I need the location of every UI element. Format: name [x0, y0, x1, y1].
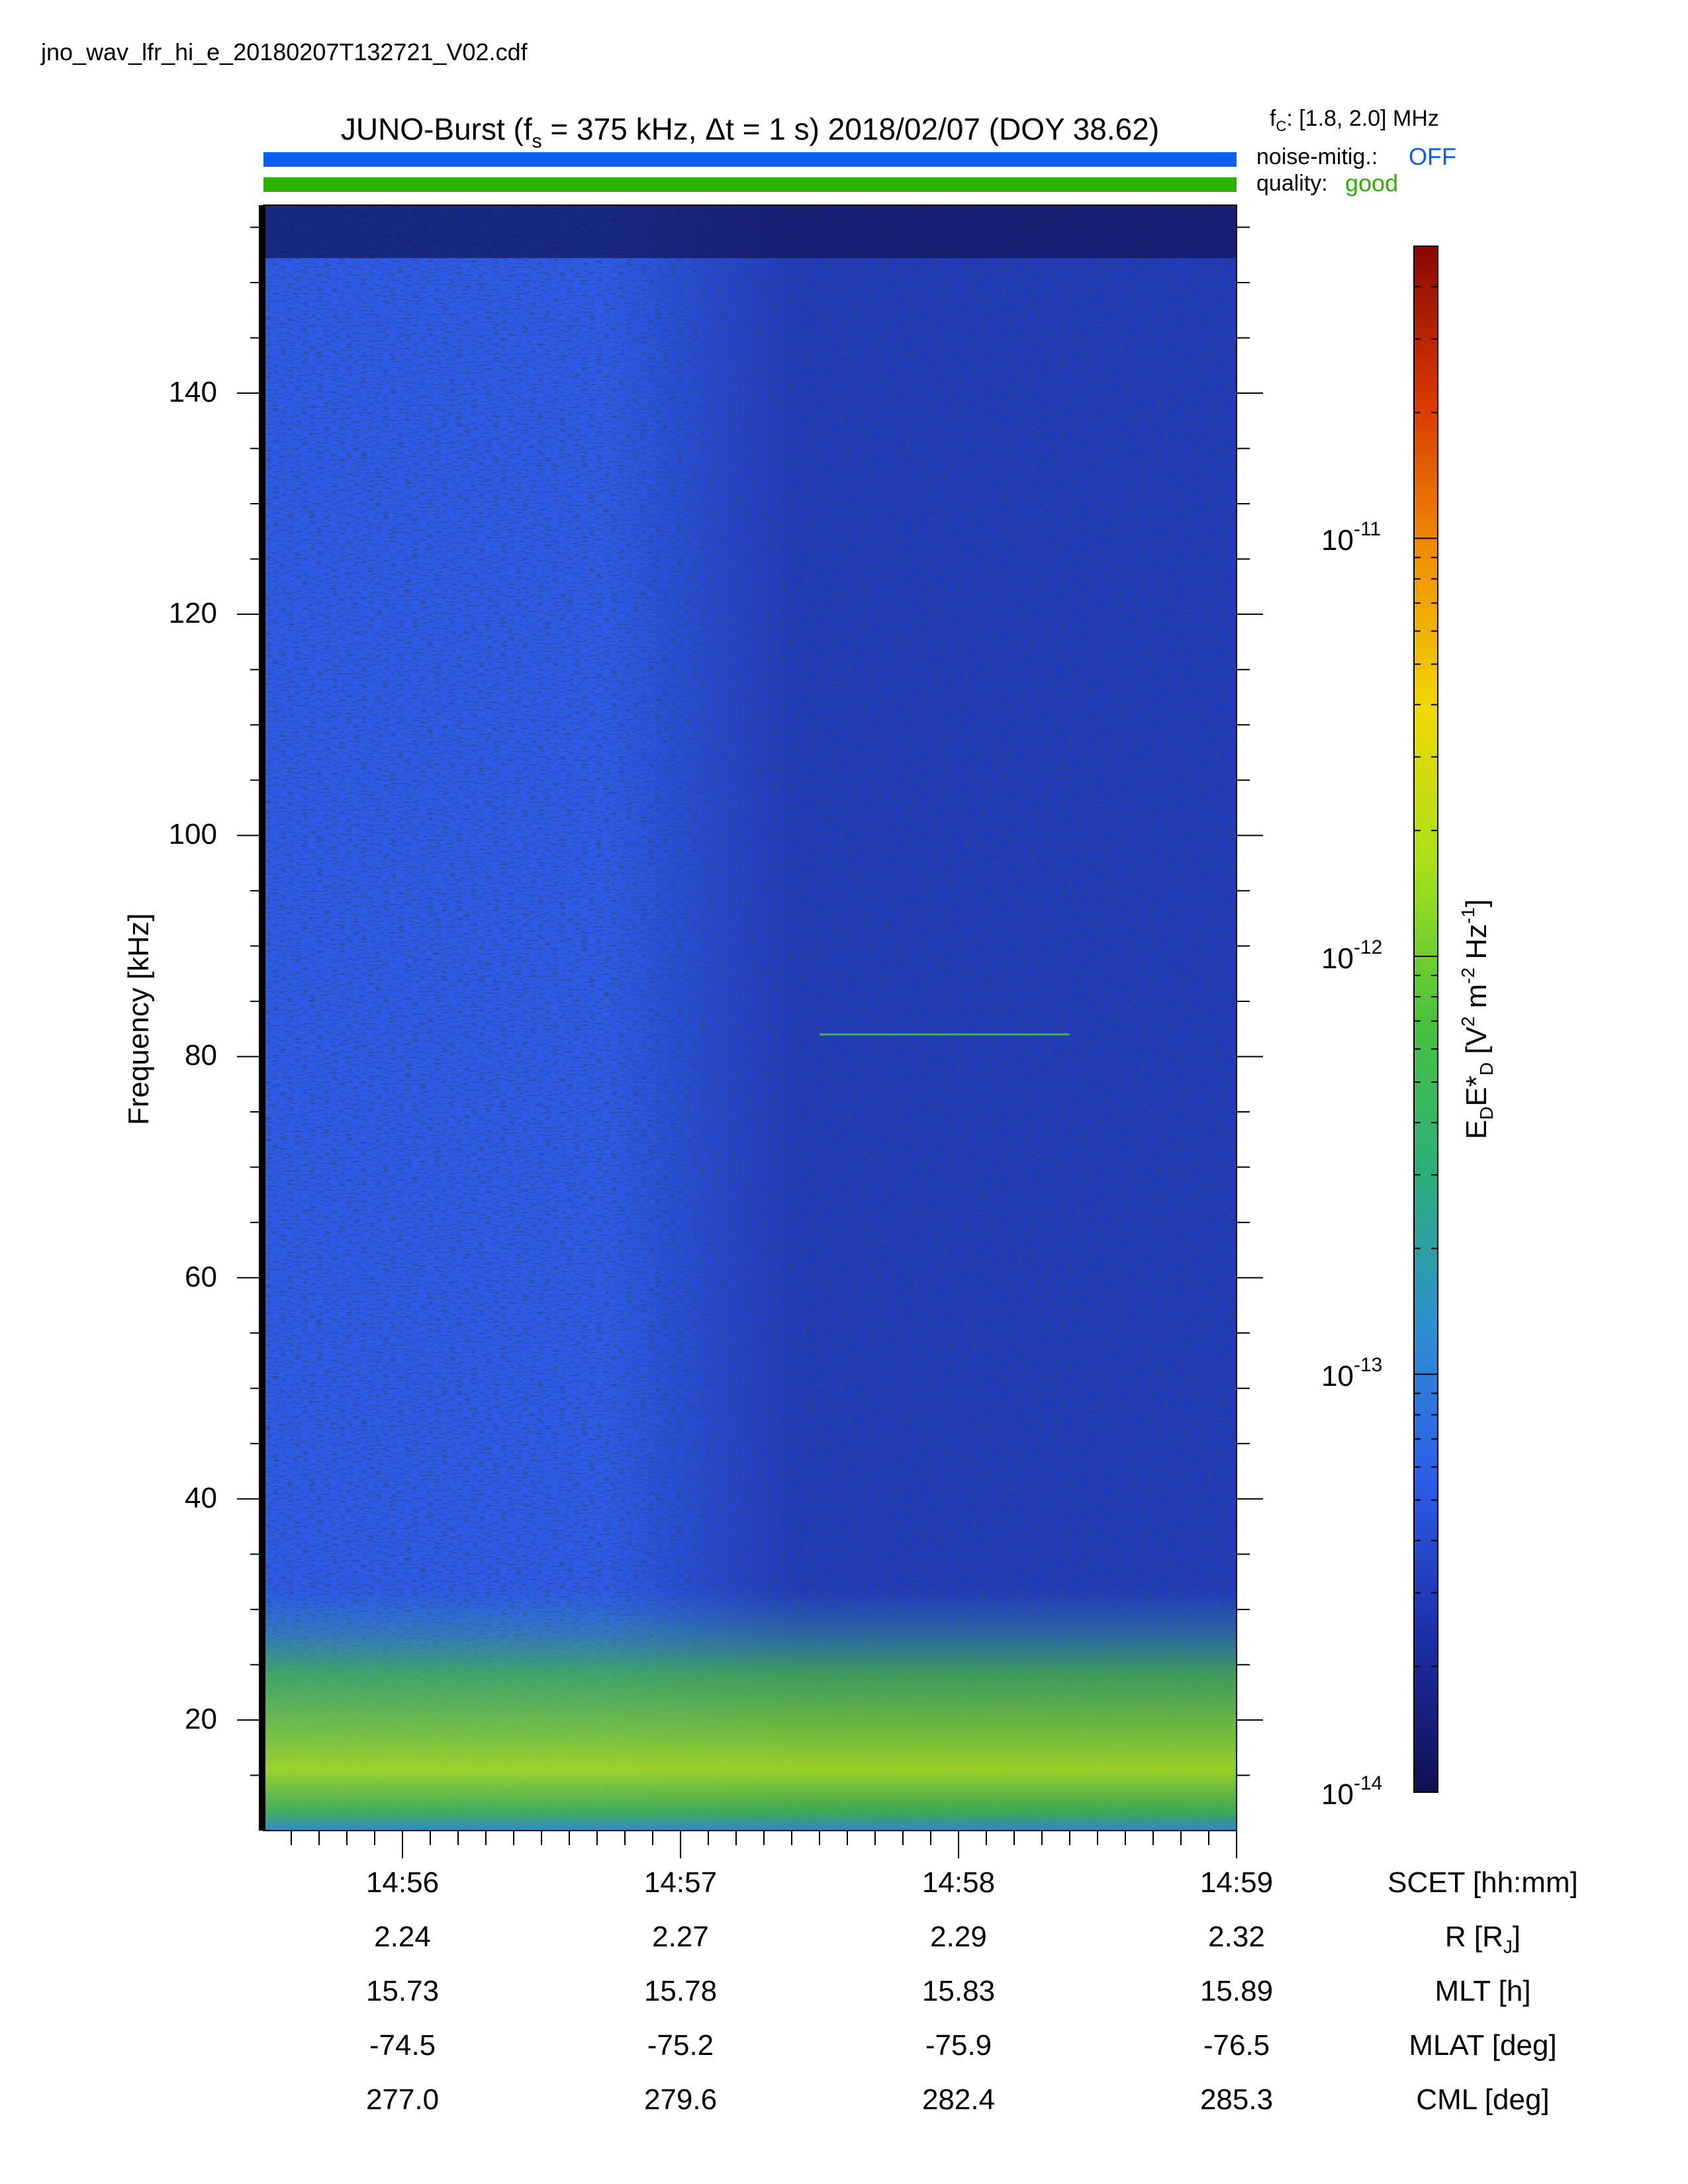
spectrogram-top-edge [263, 205, 1237, 258]
ephemeris-row-label: MLT [h] [1357, 1975, 1609, 2008]
ephemeris-row-name: MLT [h] [1434, 1975, 1531, 2007]
colorbar-tick-base: 10 [1321, 524, 1354, 557]
title-prefix: JUNO-Burst (f [340, 112, 532, 146]
cb-label-b: E* [1460, 1075, 1493, 1107]
quality-label: quality: [1256, 171, 1328, 196]
ephemeris-cell: 2.29 [930, 1921, 987, 1953]
quality-bar [263, 177, 1237, 192]
ephemeris-cell: 277.0 [365, 2083, 440, 2116]
cb-label-c-sup: 2 [1458, 1016, 1478, 1027]
y-tick-label: 120 [168, 597, 217, 630]
ephemeris-row-name: R [R [1444, 1921, 1503, 1953]
cb-label-d: m [1460, 983, 1493, 1017]
cb-label-e-sup: -1 [1458, 907, 1478, 924]
ephemeris-cell: 14:56 [365, 1866, 440, 1899]
y-tick-label: 40 [185, 1481, 217, 1514]
ephemeris-cell: 2.24 [374, 1921, 431, 1953]
colorbar-tick-exponent: -11 [1353, 518, 1382, 541]
noise-mitigation-bar [263, 152, 1237, 167]
cb-label-e: Hz [1460, 923, 1493, 968]
ephemeris-cell: 279.6 [643, 2083, 718, 2116]
ephemeris-cell: 282.4 [921, 2083, 996, 2116]
ephemeris-row-label: MLAT [deg] [1357, 2029, 1609, 2062]
ephemeris-cell: -74.5 [369, 2029, 436, 2062]
ephemeris-cell: 15.78 [643, 1975, 718, 2007]
spectrogram-image [263, 205, 1237, 1831]
ephemeris-row-label: CML [deg] [1357, 2083, 1609, 2116]
colorbar-tick-base: 10 [1321, 942, 1354, 975]
cb-label-a: E [1460, 1119, 1493, 1140]
ephemeris-cell: 15.89 [1199, 1975, 1274, 2007]
title-rest: = 375 kHz, Δt = 1 s) 2018/02/07 (DOY 38.… [541, 112, 1160, 146]
colorbar-tick-exponent: -13 [1353, 1354, 1383, 1377]
y-tick-label: 60 [185, 1260, 217, 1293]
colorbar-tick-base: 10 [1321, 1778, 1354, 1811]
ephemeris-row-label: R [RJ] [1357, 1921, 1609, 1958]
cb-label-a-sub: D [1476, 1106, 1497, 1120]
fc-range-label: fC: [1.8, 2.0] MHz [1270, 106, 1439, 135]
ephemeris-row-name: MLAT [deg] [1409, 2029, 1557, 2062]
quality-value: good [1345, 169, 1399, 197]
y-axis-label: Frequency [kHz] [122, 913, 155, 1126]
fc-prefix: f [1270, 106, 1276, 131]
ephemeris-cell: 2.32 [1208, 1921, 1265, 1953]
y-tick-label: 140 [168, 376, 217, 409]
y-tick-label: 100 [168, 818, 217, 851]
noise-mitigation-label: noise-mitig.: [1256, 144, 1378, 169]
ephemeris-cell: -76.5 [1203, 2029, 1270, 2062]
colorbar-tick-label: 10-12 [1321, 936, 1382, 976]
cb-label-c: [V [1460, 1026, 1493, 1062]
low-frequency-band [263, 1587, 1237, 1831]
file-name: jno_wav_lfr_hi_e_20180207T132721_V02.cdf [41, 38, 528, 66]
ephemeris-cell: 15.73 [365, 1975, 440, 2007]
spectrogram-noise [263, 205, 1237, 1831]
ephemeris-row-label: SCET [hh:mm] [1357, 1866, 1609, 1899]
colorbar-gradient [1413, 246, 1438, 1793]
colorbar-tick-exponent: -12 [1353, 936, 1383, 958]
noise-mitigation-value: OFF [1409, 143, 1456, 170]
ephemeris-cell: 2.27 [652, 1921, 709, 1953]
ephemeris-cell: 14:57 [643, 1866, 718, 1899]
ephemeris-row-name-sub: J [1503, 1936, 1513, 1957]
cb-label-d-sup: -2 [1458, 967, 1478, 984]
plot-axes [237, 205, 1263, 1858]
y-tick-label: 80 [185, 1039, 217, 1072]
cb-label-b-sub: D [1476, 1062, 1497, 1076]
ephemeris-cell: 14:58 [921, 1866, 996, 1899]
fc-rest: : [1.8, 2.0] MHz [1286, 106, 1439, 131]
ephemeris-cell: 15.83 [921, 1975, 996, 2007]
chart-title: JUNO-Burst (fs = 375 kHz, Δt = 1 s) 2018… [263, 111, 1237, 153]
ephemeris-row-name-end: ] [1512, 1921, 1521, 1953]
colorbar-tick-label: 10-11 [1321, 518, 1381, 557]
colorbar-label: EDE*D [V2 m-2 Hz-1] [1458, 899, 1497, 1140]
ephemeris-row-name: SCET [hh:mm] [1387, 1866, 1578, 1899]
colorbar-ticks [1414, 246, 1438, 1793]
ephemeris-cell: -75.9 [925, 2029, 992, 2062]
cb-label-f: ] [1460, 899, 1493, 907]
ephemeris-row-name: CML [deg] [1416, 2083, 1550, 2116]
colorbar-tick-exponent: -14 [1353, 1772, 1383, 1794]
colorbar-tick-label: 10-14 [1321, 1772, 1382, 1811]
ephemeris-cell: 14:59 [1199, 1866, 1274, 1899]
title-subscript: s [532, 130, 542, 152]
colorbar-tick-base: 10 [1321, 1360, 1354, 1393]
ephemeris-cell: 285.3 [1199, 2083, 1274, 2116]
fc-subscript: C [1276, 118, 1287, 134]
y-tick-label: 20 [185, 1702, 217, 1735]
colorbar-tick-label: 10-13 [1321, 1354, 1382, 1393]
ephemeris-cell: -75.2 [647, 2029, 714, 2062]
